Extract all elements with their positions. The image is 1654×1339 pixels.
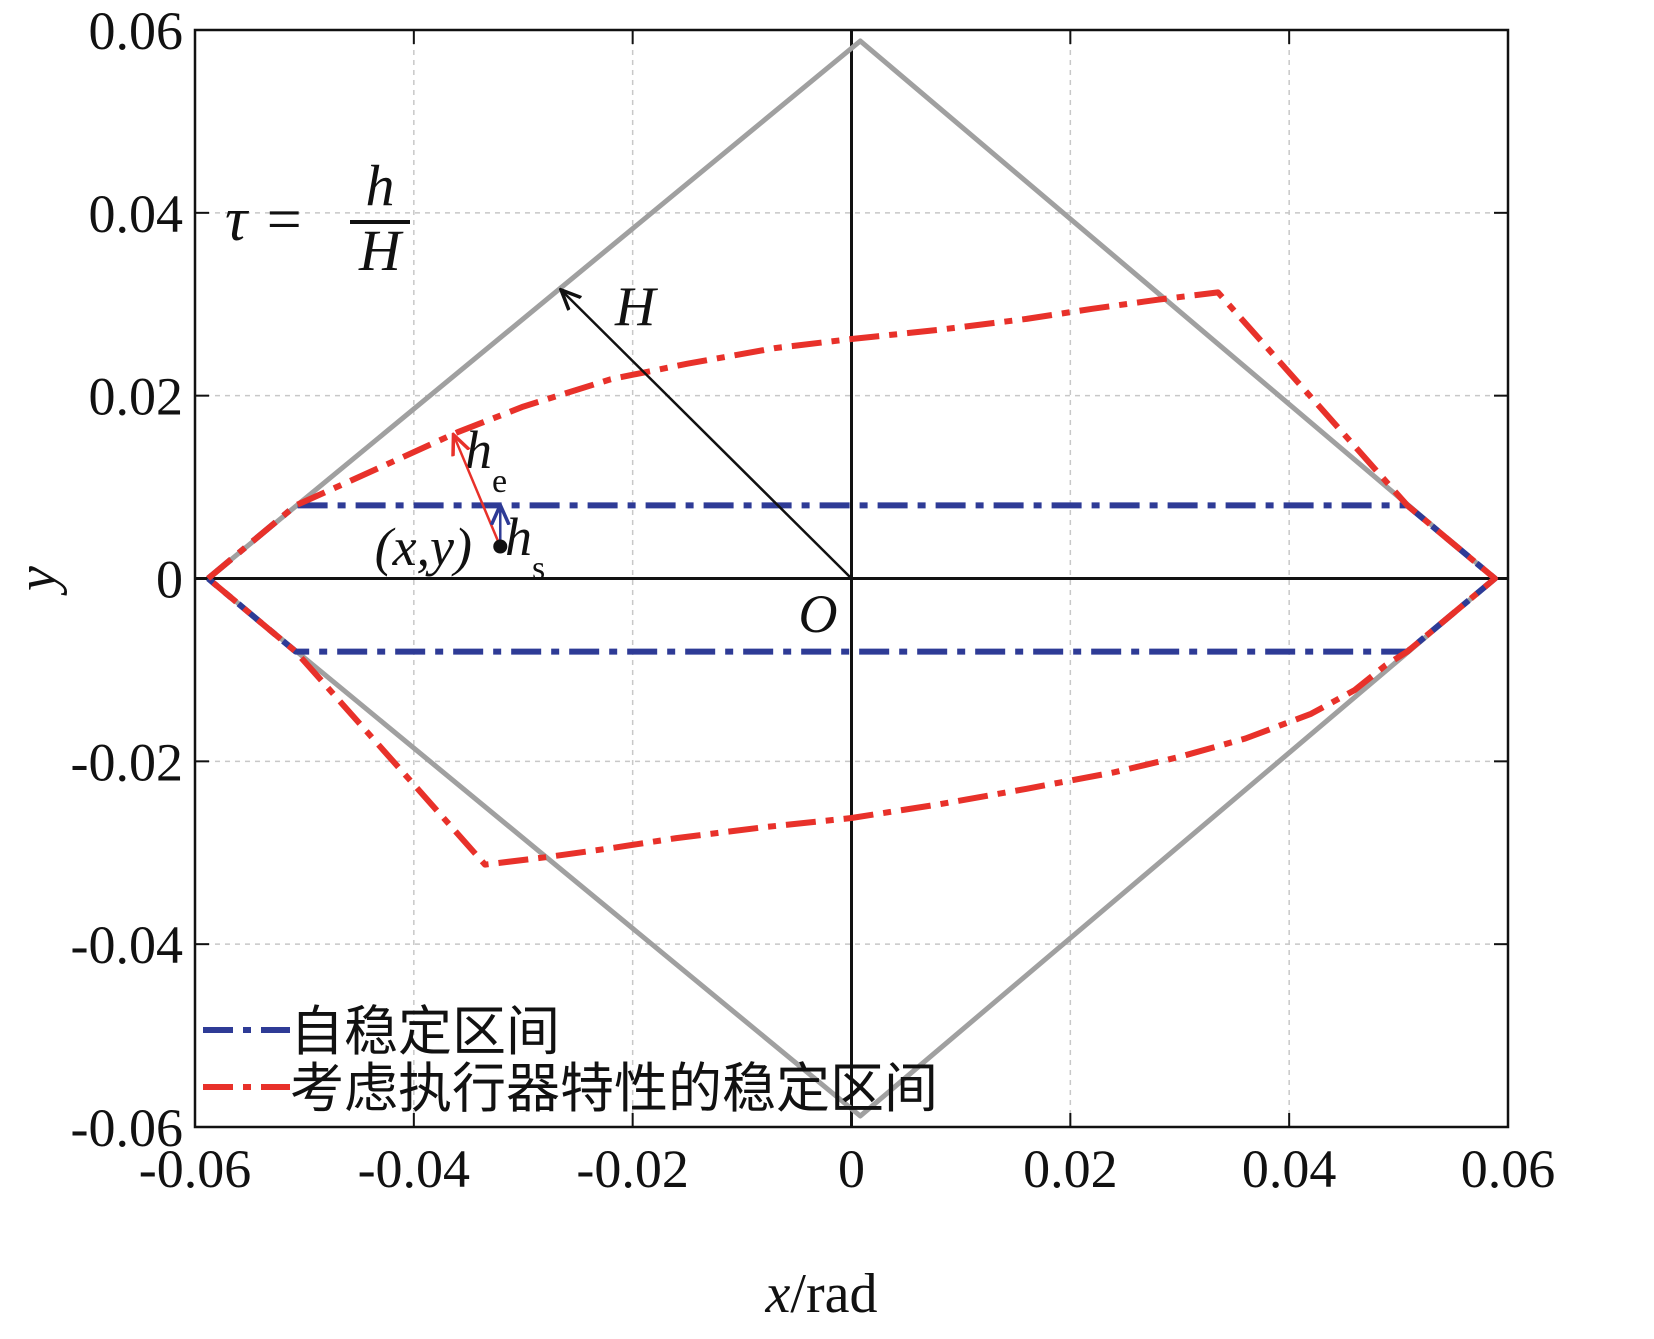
x-axis-label-unit: /rad [790, 1263, 877, 1325]
point-marker [493, 539, 508, 554]
he-label: he [465, 420, 507, 500]
y-tick-label: -0.06 [71, 1098, 183, 1158]
formula-lhs: τ = [225, 186, 305, 254]
x-tick-label: -0.02 [576, 1139, 688, 1199]
origin-label: O [799, 584, 838, 644]
legend: 自稳定区间 考虑执行器特性的稳定区间 [203, 1000, 938, 1120]
axes: -0.06 -0.04 -0.02 0 0.02 0.04 0.06 -0.06 -0.04 -0… [71, 1, 1556, 1199]
y-tick-label: 0.06 [89, 1, 184, 61]
x-axis-label: x/rad [765, 1263, 878, 1325]
x-tick-label: 0.06 [1461, 1139, 1556, 1199]
y-tick-label: 0 [156, 550, 183, 610]
y-tick-label: 0.02 [89, 367, 184, 427]
y-tick-label: 0.04 [89, 184, 184, 244]
x-tick-label: 0 [838, 1139, 865, 1199]
y-tick-label: -0.04 [71, 915, 183, 975]
x-axis-label-var: x [765, 1263, 791, 1325]
H-label: H [614, 276, 658, 338]
x-tick-label: -0.04 [358, 1139, 470, 1199]
formula-numerator: h [366, 153, 395, 218]
y-tick-label: -0.02 [71, 732, 183, 792]
point-label: (x,y) [375, 517, 472, 577]
legend-label-actuator-stable: 考虑执行器特性的稳定区间 [290, 1057, 938, 1120]
legend-label-self-stable: 自稳定区间 [290, 1000, 560, 1063]
he-arrow [454, 437, 502, 547]
x-tick-label: 0.02 [1023, 1139, 1118, 1199]
hs-main: h [505, 507, 532, 567]
annotations: τ = h H H he hs (x,y) O [225, 153, 853, 644]
hs-subscript: s [532, 550, 545, 587]
series-line-actuator-stable-region [206, 289, 1498, 868]
x-tick-label: 0.04 [1242, 1139, 1337, 1199]
H-arrow [563, 291, 853, 580]
formula-denominator: H [358, 218, 404, 283]
hs-label: hs [505, 507, 545, 587]
series-layer [206, 38, 1498, 1119]
he-subscript: e [492, 463, 507, 500]
x-tick-label: -0.06 [139, 1139, 251, 1199]
y-axis-label: y [6, 566, 68, 596]
